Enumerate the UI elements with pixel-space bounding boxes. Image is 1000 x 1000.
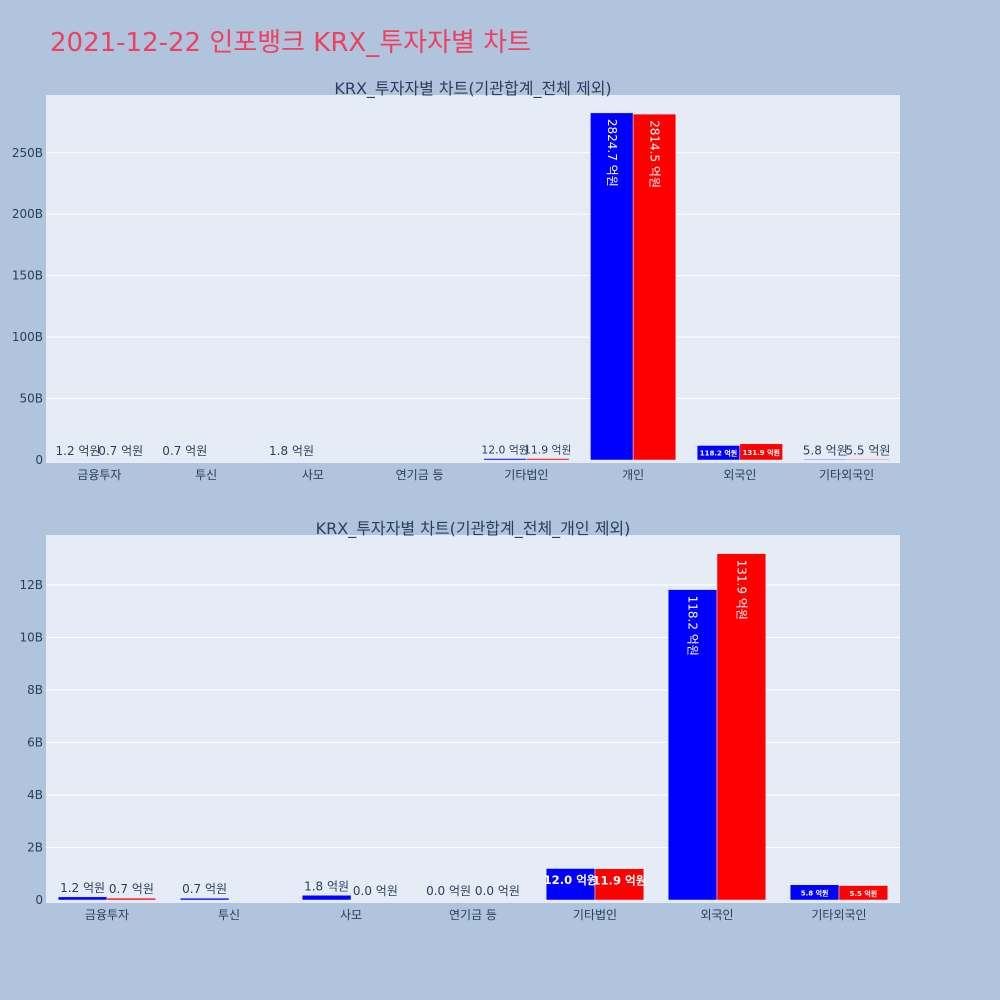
x-tick-label: 금융투자 xyxy=(77,468,121,482)
bar xyxy=(590,112,634,461)
data-label: 118.2 억원 xyxy=(700,449,737,458)
x-tick-label: 외국인 xyxy=(700,908,733,922)
bar xyxy=(179,897,230,901)
bar xyxy=(545,868,596,901)
y-tick-label: 50B xyxy=(19,392,43,406)
x-tick-label: 투신 xyxy=(195,468,217,482)
data-label: 0.0 억원 xyxy=(426,884,471,898)
bar xyxy=(667,589,718,901)
bar xyxy=(716,553,767,901)
data-label: 12.0 억원 xyxy=(481,444,528,457)
data-label: 131.9 억원 xyxy=(734,560,748,620)
data-label: 1.2 억원 xyxy=(60,881,105,895)
data-label: 118.2 억원 xyxy=(686,596,700,656)
x-tick-label: 기타외국인 xyxy=(819,468,874,482)
bar xyxy=(483,458,527,461)
data-label: 0.7 억원 xyxy=(109,882,154,896)
data-label: 5.5 억원 xyxy=(850,889,878,898)
y-tick-label: 6B xyxy=(27,735,43,749)
bar xyxy=(803,459,847,461)
data-label: 5.8 억원 xyxy=(801,888,829,897)
x-tick-label: 연기금 등 xyxy=(449,908,497,922)
bar xyxy=(526,458,570,461)
y-tick-label: 2B xyxy=(27,840,43,854)
data-label: 12.0 억원 xyxy=(544,873,598,887)
data-label: 5.8 억원 xyxy=(803,443,848,457)
x-tick-label: 연기금 등 xyxy=(396,468,444,482)
chart-2: 0 2B 4B 6B 8B 10B 12B KRX_투자자별 차트(기관합계_전체_개인 제외… xyxy=(19,519,900,922)
x-tick-label: 금융투자 xyxy=(85,908,129,922)
data-label: 11.9 억원 xyxy=(524,444,571,457)
y-tick-label: 100B xyxy=(12,330,43,344)
data-label: 131.9 억원 xyxy=(742,448,779,457)
x-tick-label: 기타법인 xyxy=(573,908,617,922)
page-title: 2021-12-22 인포뱅크 KRX_투자자별 차트 xyxy=(50,28,532,58)
chart-1: 0 50B 100B 150B 200B 250B KRX_투자자별 차트(기관합계_전체 … xyxy=(12,79,900,482)
y-tick-label: 4B xyxy=(27,788,43,802)
y-tick-label: 150B xyxy=(12,269,43,283)
data-label: 2824.7 억원 xyxy=(605,119,619,187)
data-label: 1.8 억원 xyxy=(304,879,349,893)
bar xyxy=(57,896,108,901)
data-label: 0.0 억원 xyxy=(353,884,398,898)
y-tick-label: 0 xyxy=(35,893,43,907)
x-tick-label: 사모 xyxy=(340,908,362,922)
y-tick-label: 10B xyxy=(19,630,43,644)
x-tick-label: 개인 xyxy=(622,468,644,482)
bar xyxy=(301,895,352,901)
data-label: 0.7 억원 xyxy=(182,882,227,896)
chart-title: KRX_투자자별 차트(기관합계_전체 제외) xyxy=(334,79,611,99)
bar xyxy=(106,897,157,901)
data-label: 2814.5 억원 xyxy=(647,120,661,188)
x-tick-label: 투신 xyxy=(218,908,240,922)
x-tick-label: 사모 xyxy=(302,468,324,482)
chart-title: KRX_투자자별 차트(기관합계_전체_개인 제외) xyxy=(316,519,631,539)
y-tick-label: 0 xyxy=(35,453,43,467)
y-tick-label: 12B xyxy=(19,578,43,592)
x-tick-label: 외국인 xyxy=(723,468,756,482)
data-label: 5.5 억원 xyxy=(845,443,890,457)
bar xyxy=(632,113,677,461)
x-tick-label: 기타법인 xyxy=(504,468,548,482)
bar xyxy=(739,443,783,461)
data-label: 11.9 억원 xyxy=(592,873,646,887)
plot-area xyxy=(46,95,900,463)
bar xyxy=(846,459,890,461)
data-label: 1.8 억원 xyxy=(269,444,314,458)
data-label: 0.7 억원 xyxy=(162,444,207,458)
x-tick-label: 기타외국인 xyxy=(811,908,866,922)
data-label: 1.2 억원 xyxy=(56,444,101,458)
y-tick-label: 250B xyxy=(12,146,43,160)
y-tick-label: 200B xyxy=(12,207,43,221)
bar xyxy=(594,868,645,901)
data-label: 0.0 억원 xyxy=(475,884,520,898)
data-label: 0.7 억원 xyxy=(98,444,143,458)
y-tick-label: 8B xyxy=(27,683,43,697)
bar xyxy=(838,885,889,901)
